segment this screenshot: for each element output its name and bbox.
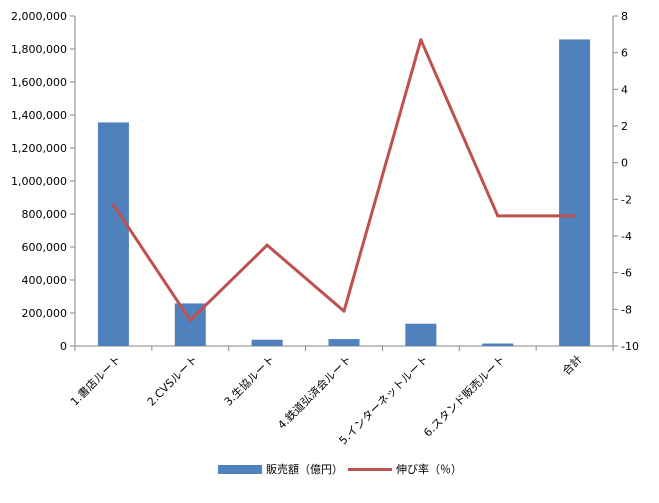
- right-tick-label: -10: [621, 340, 639, 353]
- left-tick-label: 1,400,000: [11, 109, 67, 122]
- x-category-label: 2.CVSルート: [145, 353, 201, 409]
- legend-label-sales: 販売額（億円）: [266, 463, 343, 476]
- right-tick-label: -6: [621, 267, 632, 280]
- right-tick-label: 6: [621, 47, 628, 60]
- legend-swatch-sales: [218, 465, 262, 474]
- line-growth-rate: [112, 38, 575, 322]
- left-tick-label: 1,600,000: [11, 76, 67, 89]
- right-tick-label: 8: [621, 10, 628, 23]
- left-tick-label: 400,000: [22, 274, 68, 287]
- right-tick-label: -4: [621, 230, 632, 243]
- line-point-growth-5: [419, 38, 423, 42]
- x-category-label: 6.スタンド販売ルート: [421, 353, 508, 440]
- bar-sales-3: [251, 339, 283, 346]
- x-category-label: 4.鉄道弘済会ルート: [275, 352, 355, 432]
- line-point-growth-2: [188, 318, 192, 322]
- right-tick-label: 4: [621, 83, 628, 96]
- x-category-label: 5.インターネットルート: [337, 353, 431, 447]
- line-point-growth-4: [342, 309, 346, 313]
- right-tick-label: -8: [621, 303, 632, 316]
- bars-layer: [97, 39, 591, 347]
- line-point-growth-3: [265, 243, 269, 247]
- axes-layer: [70, 15, 618, 351]
- bar-sales-4: [328, 339, 360, 346]
- right-tick-label: -2: [621, 193, 632, 206]
- x-category-label: 3.生協ルート: [221, 352, 277, 408]
- bar-sales-6: [482, 343, 514, 346]
- line-layer: [111, 38, 577, 322]
- legend: 販売額（億円） 伸び率（％）: [218, 462, 462, 476]
- line-point-growth-1: [111, 203, 115, 207]
- x-category-label: 合計: [559, 352, 584, 377]
- left-tick-label: 200,000: [22, 307, 68, 320]
- x-category-label: 1.書店ルート: [67, 352, 123, 408]
- bar-sales-7: [559, 39, 591, 347]
- left-tick-label: 800,000: [22, 208, 68, 221]
- bar-sales-5: [405, 323, 437, 346]
- left-tick-label: 1,200,000: [11, 142, 67, 155]
- line-point-growth-6: [496, 214, 500, 218]
- bar-sales-1: [97, 122, 129, 346]
- line-point-growth-7: [573, 214, 577, 218]
- right-tick-label: 0: [621, 157, 628, 170]
- left-tick-label: 2,000,000: [11, 10, 67, 23]
- legend-label-growth: 伸び率（％）: [396, 462, 462, 476]
- left-tick-label: 1,000,000: [11, 175, 67, 188]
- right-tick-label: 2: [621, 120, 628, 133]
- left-tick-label: 0: [60, 340, 67, 353]
- left-tick-label: 1,800,000: [11, 43, 67, 56]
- left-tick-label: 600,000: [22, 241, 68, 254]
